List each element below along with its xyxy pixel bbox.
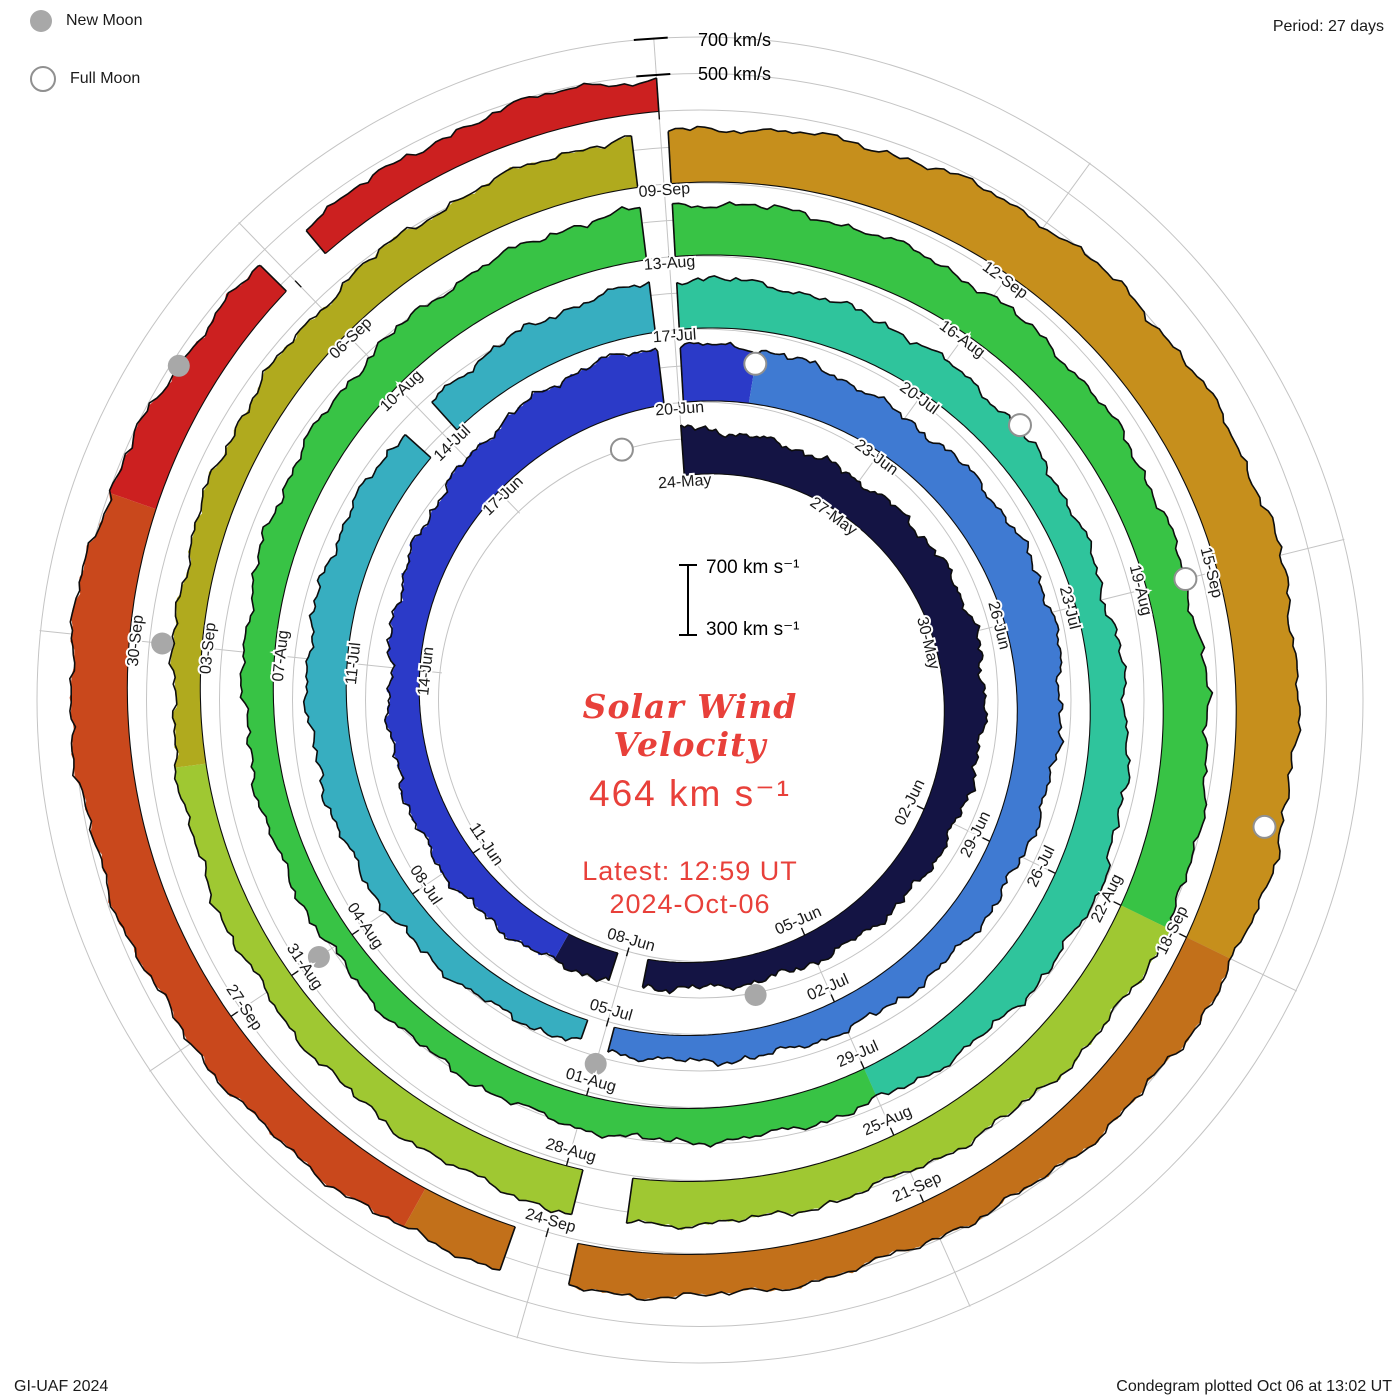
new-moon-marker	[744, 984, 767, 1006]
new-moon-marker	[167, 354, 190, 377]
date-label: 11-Jul	[343, 642, 364, 686]
date-label: 17-Jul	[652, 326, 697, 346]
date-label: 24-May	[658, 472, 712, 493]
chart-title-line1: Solar Wind	[582, 687, 798, 726]
chart-title: Solar Wind Velocity	[440, 688, 940, 764]
latest-date-line: 2024-Oct-06	[609, 889, 771, 919]
new-moon-label: New Moon	[66, 12, 143, 29]
legend-full-moon: Full Moon	[30, 66, 140, 92]
new-moon-marker	[151, 632, 174, 655]
legend-new-moon: New Moon	[30, 10, 142, 32]
period-label: Period: 27 days	[1272, 18, 1384, 35]
velocity-scale-bar: 700 km s⁻¹ 300 km s⁻¹	[640, 556, 880, 648]
current-velocity-value: 464 km s⁻¹	[589, 773, 791, 814]
full-moon-marker	[1173, 567, 1198, 591]
full-moon-marker	[609, 437, 634, 462]
scale-label-700: 700 km s⁻¹	[706, 557, 800, 578]
moon-markers	[151, 351, 1277, 1075]
date-label: 08-Jun	[605, 925, 657, 955]
new-moon-icon	[30, 10, 52, 32]
date-label: 05-Jul	[588, 996, 635, 1024]
new-moon-marker	[584, 1052, 607, 1075]
full-moon-icon	[30, 66, 56, 92]
chart-title-line2: Velocity	[613, 725, 767, 764]
scale-bar-line	[687, 565, 689, 635]
date-label: 09-Sep	[638, 180, 691, 201]
date-label: 20-Jun	[655, 399, 705, 419]
new-moon-marker	[307, 946, 330, 968]
seam-scale-ticks	[633, 36, 671, 78]
latest-timestamp: Latest: 12:59 UT 2024-Oct-06	[440, 855, 940, 921]
full-moon-marker	[743, 351, 768, 376]
scale-label-300: 300 km s⁻¹	[706, 619, 800, 640]
velocity-grid-label-500: 500 km/s	[698, 64, 772, 84]
footer-plotted-note: Condegram plotted Oct 06 at 13:02 UT	[1116, 1378, 1392, 1395]
scale-bar-bottom-serif	[679, 634, 697, 636]
full-moon-label: Full Moon	[70, 70, 141, 87]
date-label: 13-Aug	[643, 253, 696, 274]
full-moon-marker	[1008, 413, 1032, 438]
scale-bar-top-serif	[679, 564, 697, 566]
full-moon-marker	[1252, 814, 1277, 839]
velocity-grid-label-700: 700 km/s	[698, 30, 772, 50]
footer-credit: GI-UAF 2024	[14, 1378, 109, 1395]
latest-time-line: Latest: 12:59 UT	[582, 856, 798, 886]
spiral-band-edges	[69, 77, 1302, 1302]
